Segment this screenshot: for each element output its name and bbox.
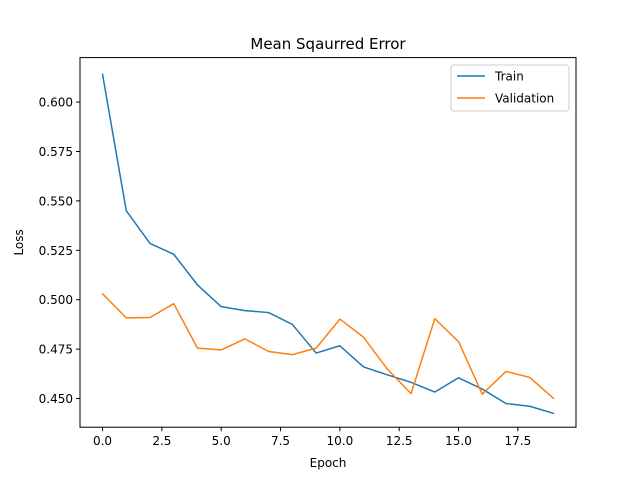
data-point-validation: [292, 354, 294, 356]
data-point-validation: [268, 351, 270, 353]
data-point-train: [410, 382, 412, 384]
y-tick-label: 0.500: [39, 293, 73, 307]
data-point-validation: [315, 347, 317, 349]
data-point-validation: [173, 303, 175, 305]
data-point-validation: [339, 318, 341, 320]
data-point-train: [553, 413, 555, 415]
data-point-validation: [244, 338, 246, 340]
x-tick-label: 5.0: [212, 434, 231, 448]
data-point-validation: [529, 377, 531, 379]
x-tick-label: 7.5: [271, 434, 290, 448]
x-axis-label: Epoch: [310, 456, 347, 470]
legend-label-validation: Validation: [495, 92, 554, 106]
data-point-train: [197, 284, 199, 286]
x-tick-label: 17.5: [504, 434, 531, 448]
y-tick-label: 0.475: [39, 343, 73, 357]
data-point-train: [505, 403, 507, 405]
data-point-train: [434, 391, 436, 393]
y-tick-label: 0.575: [39, 145, 73, 159]
series-line-validation: [101, 292, 555, 400]
data-point-validation: [197, 347, 199, 349]
legend-label-train: Train: [494, 70, 524, 84]
data-point-validation: [434, 318, 436, 320]
data-point-train: [292, 324, 294, 326]
y-tick-label: 0.550: [39, 194, 73, 208]
data-point-validation: [481, 393, 483, 395]
data-point-train: [149, 243, 151, 245]
data-point-validation: [125, 317, 127, 319]
data-point-validation: [505, 371, 507, 373]
data-point-train: [315, 352, 317, 354]
y-axis-label: Loss: [12, 229, 26, 255]
data-point-validation: [149, 317, 151, 319]
data-point-validation: [363, 336, 365, 338]
data-point-validation: [458, 341, 460, 343]
plot-area: 0.0 2.5 5.0 7.5 10.0 12.5 15.0 17.5 0.450 0.475 0.…: [39, 73, 555, 448]
data-point-validation: [387, 368, 389, 370]
x-tick-label: 12.5: [386, 434, 413, 448]
data-point-train: [458, 377, 460, 379]
data-point-train: [173, 253, 175, 255]
data-point-train: [220, 306, 222, 308]
plot-frame: [79, 57, 577, 428]
x-tick-label: 2.5: [152, 434, 171, 448]
y-tick-label: 0.450: [39, 392, 73, 406]
x-tick-label: 15.0: [445, 434, 472, 448]
data-point-validation: [220, 349, 222, 351]
y-tick-label: 0.525: [39, 244, 73, 258]
legend: Train Validation: [450, 64, 570, 112]
data-point-train: [529, 405, 531, 407]
data-point-train: [244, 310, 246, 312]
data-point-train: [339, 345, 341, 347]
x-tick-label: 10.0: [327, 434, 354, 448]
data-point-train: [268, 312, 270, 314]
data-point-train: [387, 374, 389, 376]
data-point-validation: [553, 398, 555, 400]
data-point-train: [125, 210, 127, 212]
data-point-train: [481, 388, 483, 390]
data-point-validation: [410, 393, 412, 395]
chart-title: Mean Sqaurred Error: [250, 35, 406, 53]
data-point-train: [102, 74, 104, 76]
y-tick-label: 0.600: [39, 96, 73, 110]
x-tick-label: 0.0: [93, 434, 112, 448]
data-point-validation: [102, 293, 104, 295]
data-point-train: [363, 366, 365, 368]
